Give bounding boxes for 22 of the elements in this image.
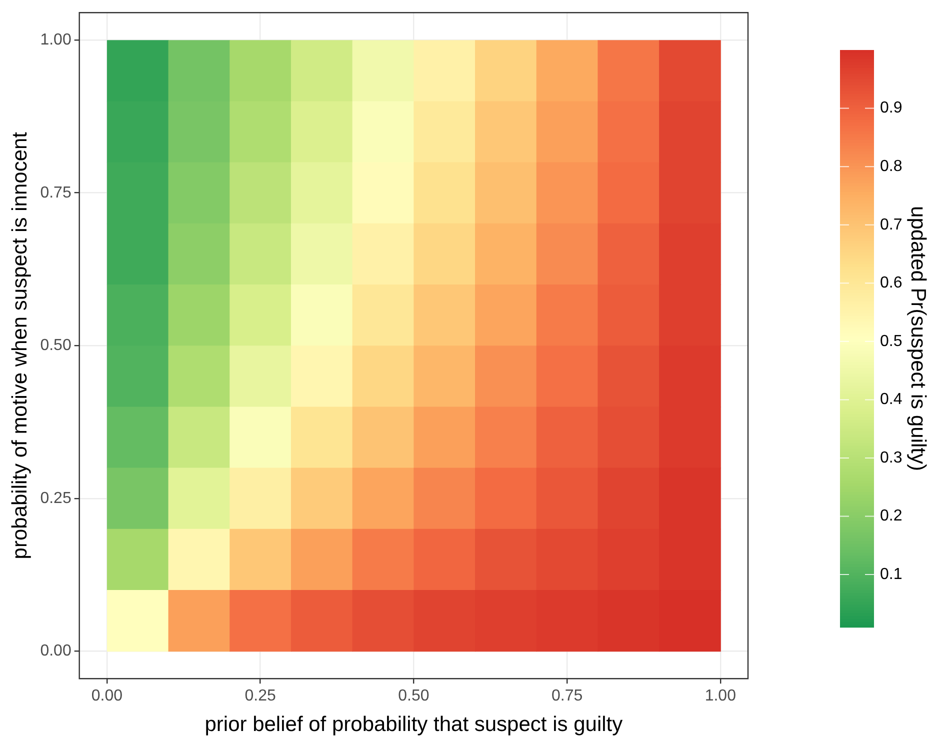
color-bar-label: 0.3 — [880, 449, 902, 466]
x-tick-label: 0.50 — [398, 688, 430, 705]
y-tick-label: 0.75 — [40, 184, 72, 202]
x-tick-label: 0.75 — [551, 688, 583, 705]
color-bar-label: 0.9 — [880, 100, 902, 117]
color-bar-label: 0.2 — [880, 508, 902, 525]
y-tick-label: 1.00 — [40, 32, 72, 48]
color-bar-label: 0.6 — [880, 274, 902, 292]
x-tick-label: 0.00 — [91, 688, 123, 705]
color-bar-label: 0.7 — [880, 216, 902, 234]
color-bar-label: 0.4 — [880, 391, 902, 408]
y-axis-title: probability of motive when suspect is innocent — [8, 132, 32, 560]
color-bar-label: 0.8 — [880, 158, 902, 175]
y-tick-label: 0.50 — [40, 337, 72, 354]
x-tick-label: 1.00 — [704, 688, 736, 705]
x-tick-label: 0.25 — [244, 688, 276, 705]
y-tick-label: 0.00 — [40, 642, 72, 660]
y-tick-label: 0.25 — [40, 490, 72, 507]
color-bar-title: updated Pr(suspect is guilty) — [906, 206, 930, 471]
color-bar-label: 0.1 — [880, 566, 902, 583]
x-axis-title: prior belief of probability that suspect is guilty — [204, 713, 624, 736]
color-bar-label: 0.5 — [880, 332, 902, 350]
